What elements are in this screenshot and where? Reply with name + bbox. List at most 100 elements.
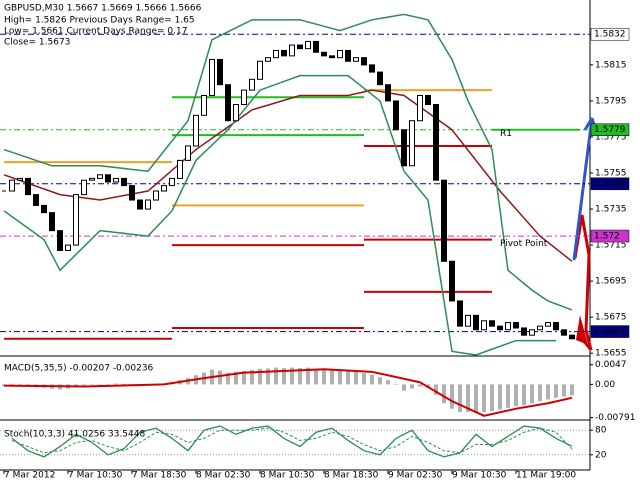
x-tick-label: 9 Mar 02:30: [388, 471, 443, 480]
y-tick-label: 1.5715: [595, 241, 627, 251]
price-tag: [590, 325, 630, 338]
histogram-bar: [538, 384, 542, 402]
x-tick-label: 7 Mar 18:30: [132, 471, 187, 480]
candle: [257, 60, 263, 80]
histogram-bar: [82, 384, 86, 386]
histogram-bar: [514, 384, 518, 407]
candle: [265, 57, 271, 62]
price-tag-label: 1.5667: [594, 327, 626, 337]
histogram-bar: [98, 383, 102, 385]
candle: [193, 114, 199, 147]
x-tick-label: 8 Mar 18:30: [324, 471, 379, 480]
x-tick-label: 11 Mar 19:00: [516, 471, 576, 480]
candle: [401, 129, 407, 167]
histogram-bar: [114, 383, 118, 385]
candle: [505, 322, 511, 331]
candle: [569, 334, 575, 340]
histogram-bar: [234, 371, 238, 385]
candle: [57, 230, 63, 251]
histogram-bar: [466, 384, 470, 413]
candle: [249, 78, 255, 91]
signal-arrow: [576, 315, 588, 345]
histogram-bar: [122, 383, 126, 385]
candle: [369, 64, 375, 73]
histogram-bar: [266, 368, 270, 385]
histogram-bar: [530, 384, 534, 404]
y-tick-label: 1.5775: [595, 132, 627, 142]
y-tick-label: 80: [595, 426, 607, 436]
histogram-bar: [250, 370, 254, 385]
y-tick-label: 1.5695: [595, 277, 627, 287]
candle: [441, 179, 447, 262]
histogram-bar: [402, 384, 406, 391]
y-tick-label: -0.00791: [595, 413, 635, 423]
candle: [233, 104, 239, 122]
histogram-bar: [282, 368, 286, 385]
candle: [529, 329, 535, 336]
candle: [489, 320, 495, 327]
candle: [393, 100, 399, 131]
candle: [105, 174, 111, 183]
histogram-bar: [274, 367, 278, 385]
histogram-bar: [522, 384, 526, 406]
candle: [241, 89, 247, 106]
candle: [65, 244, 71, 251]
histogram-bar: [218, 370, 222, 385]
candle: [473, 314, 479, 331]
candle: [41, 204, 47, 214]
candle: [225, 84, 231, 122]
y-tick-label: 20: [595, 450, 607, 460]
candle: [137, 199, 143, 210]
histogram-bar: [562, 384, 566, 397]
histogram-bar: [90, 384, 94, 385]
candle: [545, 322, 551, 327]
candle: [113, 177, 119, 183]
histogram-bar: [450, 384, 454, 409]
candle: [305, 40, 311, 50]
histogram-bar: [418, 384, 422, 387]
histogram-bar: [378, 377, 382, 385]
candle: [145, 199, 151, 210]
candle: [89, 177, 95, 181]
histogram-bar: [506, 384, 510, 408]
histogram-bar: [338, 370, 342, 385]
y-tick-label: 1.5675: [595, 313, 627, 323]
histogram-bar: [386, 380, 390, 385]
candle: [281, 49, 287, 57]
histogram-bar: [2, 384, 6, 387]
candle: [361, 57, 367, 66]
candle: [217, 58, 223, 86]
candle: [537, 325, 543, 331]
signal-line: [3, 368, 573, 417]
candle: [25, 177, 31, 196]
candle: [185, 145, 191, 161]
candle: [497, 325, 503, 331]
histogram-bar: [458, 384, 462, 413]
histogram-bar: [554, 384, 558, 398]
info-line: Low= 1.5661 Current Days Range= 0.17: [4, 27, 187, 37]
y-tick-label: 1.5755: [595, 168, 627, 178]
candle: [521, 327, 527, 336]
candle: [353, 57, 359, 62]
candle: [161, 185, 167, 192]
indicator-line: [3, 89, 573, 262]
histogram-bar: [18, 384, 22, 386]
y-tick-label: 1.5815: [595, 60, 627, 70]
histogram-bar: [258, 368, 262, 385]
annotation: R1: [500, 129, 512, 139]
candle: [33, 194, 39, 206]
histogram-bar: [546, 384, 550, 400]
histogram-bar: [314, 368, 318, 385]
histogram-bar: [290, 367, 294, 385]
histogram-bar: [354, 371, 358, 385]
candle: [385, 84, 391, 102]
price-tag-label: 1.5832: [594, 30, 626, 40]
histogram-bar: [394, 384, 398, 385]
price-tag-label: 1.572: [594, 232, 620, 242]
histogram-bar: [490, 384, 494, 412]
indicator-title: Stoch(10,3,3) 41.0256 33.5448: [4, 430, 145, 440]
price-tag: [590, 177, 630, 191]
indicator-title: MACD(5,35,5) -0.00207 -0.00236: [4, 364, 154, 374]
candle: [81, 179, 87, 196]
